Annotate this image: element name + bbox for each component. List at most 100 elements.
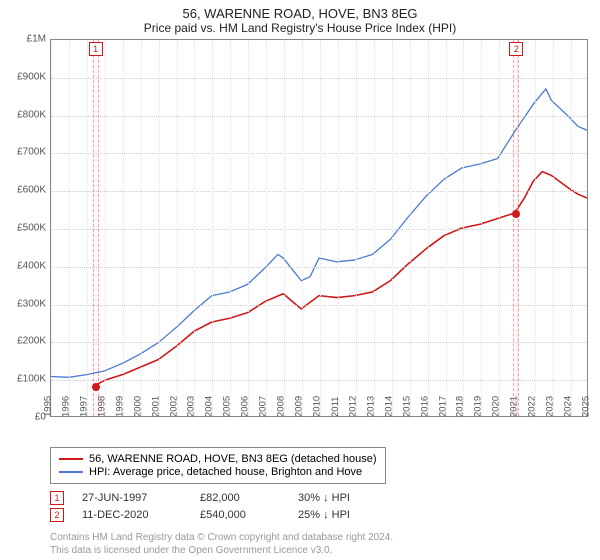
x-tick-label: 2010 xyxy=(311,396,322,417)
chart-area: £0£100K£200K£300K£400K£500K£600K£700K£80… xyxy=(8,39,592,439)
sale-marker-dot xyxy=(512,210,520,218)
sale-delta: 25% ↓ HPI xyxy=(298,509,350,521)
legend-label: HPI: Average price, detached house, Brig… xyxy=(89,466,362,478)
x-tick-label: 2025 xyxy=(580,396,591,417)
x-tick-label: 1997 xyxy=(78,396,89,417)
x-tick-label: 1998 xyxy=(96,396,107,417)
x-tick-label: 2018 xyxy=(455,396,466,417)
gridline-v xyxy=(248,40,249,416)
plot-area: 12 xyxy=(50,39,588,417)
x-tick-label: 2008 xyxy=(276,396,287,417)
x-tick-label: 2022 xyxy=(527,396,538,417)
gridline-h xyxy=(51,305,587,306)
sale-marker-badge: 2 xyxy=(509,42,523,56)
series-line xyxy=(51,89,587,377)
legend-swatch xyxy=(59,458,83,460)
x-tick-label: 1999 xyxy=(114,396,125,417)
gridline-h xyxy=(51,342,587,343)
x-tick-label: 2005 xyxy=(222,396,233,417)
gridline-v xyxy=(284,40,285,416)
sales-list: 1 27-JUN-1997 £82,000 30% ↓ HPI 2 11-DEC-2020… xyxy=(50,488,592,525)
gridline-v xyxy=(159,40,160,416)
gridline-v xyxy=(212,40,213,416)
attribution-footer: Contains HM Land Registry data © Crown c… xyxy=(50,531,592,557)
series-svg xyxy=(51,40,587,416)
gridline-v xyxy=(177,40,178,416)
sale-date: 27-JUN-1997 xyxy=(82,492,182,504)
y-tick-label: £300K xyxy=(17,298,46,309)
gridline-v xyxy=(463,40,464,416)
gridline-v xyxy=(428,40,429,416)
y-tick-label: £200K xyxy=(17,336,46,347)
y-tick-label: £800K xyxy=(17,109,46,120)
sale-row: 1 27-JUN-1997 £82,000 30% ↓ HPI xyxy=(50,491,592,505)
gridline-v xyxy=(374,40,375,416)
x-tick-label: 2015 xyxy=(401,396,412,417)
x-tick-label: 2004 xyxy=(204,396,215,417)
legend-item: HPI: Average price, detached house, Brig… xyxy=(59,466,377,478)
sale-delta: 30% ↓ HPI xyxy=(298,492,350,504)
gridline-v xyxy=(302,40,303,416)
gridline-v xyxy=(446,40,447,416)
sale-price: £82,000 xyxy=(200,492,280,504)
x-tick-label: 2019 xyxy=(473,396,484,417)
sale-badge: 1 xyxy=(50,491,64,505)
gridline-v xyxy=(553,40,554,416)
legend: 56, WARENNE ROAD, HOVE, BN3 8EG (detache… xyxy=(50,447,386,484)
y-tick-label: £500K xyxy=(17,223,46,234)
gridline-v xyxy=(266,40,267,416)
y-tick-label: £700K xyxy=(17,147,46,158)
sale-price: £540,000 xyxy=(200,509,280,521)
gridline-h xyxy=(51,191,587,192)
x-tick-label: 2006 xyxy=(240,396,251,417)
x-tick-label: 2020 xyxy=(491,396,502,417)
gridline-h xyxy=(51,78,587,79)
legend-item: 56, WARENNE ROAD, HOVE, BN3 8EG (detache… xyxy=(59,453,377,465)
x-tick-label: 2007 xyxy=(258,396,269,417)
x-tick-label: 2017 xyxy=(437,396,448,417)
gridline-v xyxy=(392,40,393,416)
gridline-v xyxy=(356,40,357,416)
x-axis: 1995199619971998199920002001200220032004… xyxy=(50,417,588,439)
x-tick-label: 2002 xyxy=(168,396,179,417)
gridline-v xyxy=(141,40,142,416)
x-tick-label: 2012 xyxy=(347,396,358,417)
sale-marker-badge: 1 xyxy=(89,42,103,56)
gridline-v xyxy=(571,40,572,416)
sale-row: 2 11-DEC-2020 £540,000 25% ↓ HPI xyxy=(50,508,592,522)
gridline-h xyxy=(51,153,587,154)
chart-container: { "title": "56, WARENNE ROAD, HOVE, BN3 … xyxy=(0,0,600,560)
x-tick-label: 2001 xyxy=(150,396,161,417)
y-tick-label: £400K xyxy=(17,260,46,271)
gridline-v xyxy=(194,40,195,416)
gridline-v xyxy=(87,40,88,416)
gridline-v xyxy=(499,40,500,416)
legend-swatch xyxy=(59,471,83,473)
x-tick-label: 2014 xyxy=(383,396,394,417)
x-tick-label: 2003 xyxy=(186,396,197,417)
y-tick-label: £900K xyxy=(17,71,46,82)
gridline-v xyxy=(338,40,339,416)
x-tick-label: 2013 xyxy=(365,396,376,417)
footer-line: This data is licensed under the Open Gov… xyxy=(50,544,592,557)
gridline-v xyxy=(230,40,231,416)
gridline-v xyxy=(69,40,70,416)
y-tick-label: £100K xyxy=(17,374,46,385)
x-tick-label: 1995 xyxy=(42,396,53,417)
x-tick-label: 2023 xyxy=(545,396,556,417)
x-tick-label: 2011 xyxy=(330,397,341,417)
gridline-v xyxy=(123,40,124,416)
gridline-h xyxy=(51,267,587,268)
sale-date: 11-DEC-2020 xyxy=(82,509,182,521)
sale-badge: 2 xyxy=(50,508,64,522)
chart-title: 56, WARENNE ROAD, HOVE, BN3 8EG xyxy=(8,6,592,21)
x-tick-label: 2021 xyxy=(509,396,520,417)
gridline-h xyxy=(51,116,587,117)
y-tick-label: £1M xyxy=(27,34,46,45)
gridline-v xyxy=(535,40,536,416)
chart-subtitle: Price paid vs. HM Land Registry's House … xyxy=(8,21,592,35)
x-tick-label: 2000 xyxy=(132,396,143,417)
gridline-h xyxy=(51,229,587,230)
gridline-v xyxy=(51,40,52,416)
sale-marker-band xyxy=(513,40,519,416)
